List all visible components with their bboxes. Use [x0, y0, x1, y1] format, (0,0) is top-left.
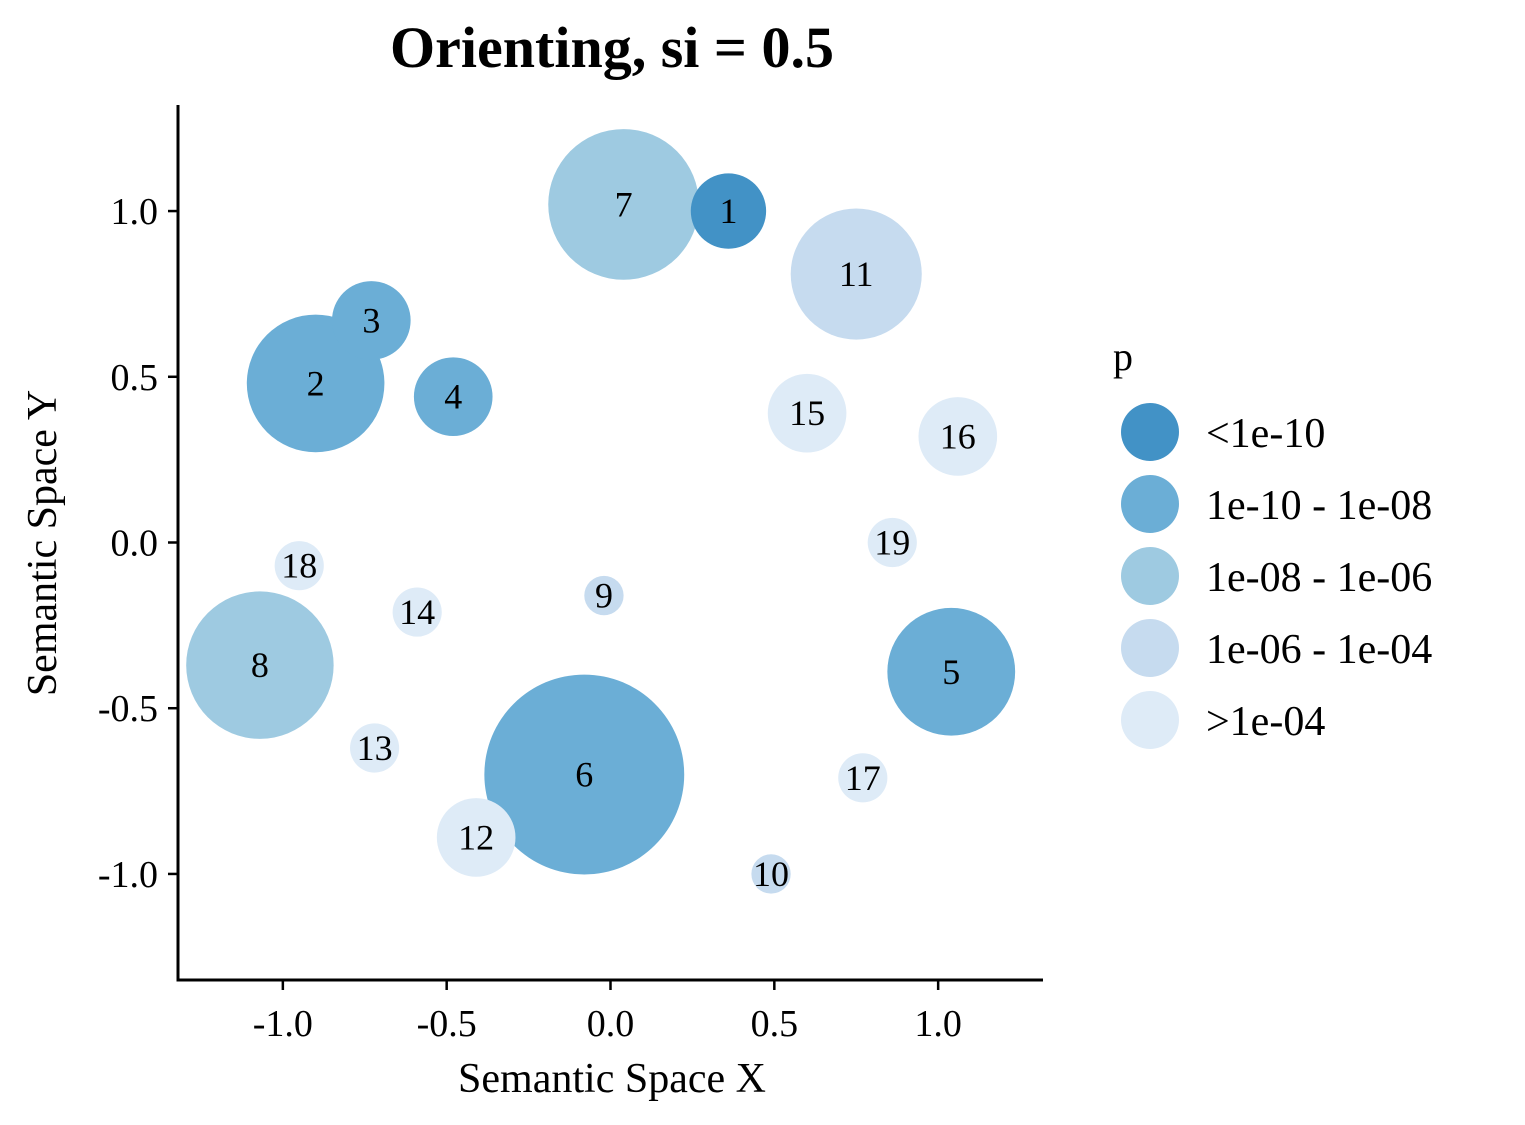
bubble-9	[584, 575, 624, 616]
bubble-label-18: 18	[281, 546, 317, 586]
x-tick-label: 0.5	[751, 1003, 799, 1045]
x-axis-title: Semantic Space X	[458, 1056, 766, 1102]
bubble-label-11: 11	[839, 254, 874, 294]
y-tick-label: -0.5	[98, 688, 158, 730]
bubble-10	[751, 854, 791, 894]
x-tick-label: -1.0	[253, 1003, 313, 1045]
bubble-label-1: 1	[719, 191, 737, 231]
bubble-label-2: 2	[307, 363, 325, 403]
legend-key	[1121, 691, 1179, 749]
bubble-12	[436, 798, 516, 877]
bubble-14	[392, 587, 442, 637]
bubble-1	[690, 173, 767, 249]
legend-title: p	[1113, 334, 1133, 379]
bubble-3	[331, 281, 411, 360]
bubble-label-9: 9	[595, 576, 613, 616]
bubble-label-16: 16	[940, 416, 976, 456]
y-tick-label: 1.0	[111, 191, 159, 233]
bubble-label-15: 15	[789, 393, 825, 433]
bubble-label-10: 10	[753, 854, 789, 894]
legend-label: <1e-10	[1206, 411, 1325, 457]
bubble-label-13: 13	[357, 728, 393, 768]
legend-label: 1e-08 - 1e-06	[1206, 555, 1432, 601]
x-tick-label: 1.0	[914, 1003, 962, 1045]
bubble-label-17: 17	[845, 758, 881, 798]
axes-layer: -1.0 -0.5 0.0 0.5 1.0 -1.0 -0.5 0.0 0.5 1.0	[98, 105, 1043, 1045]
bubble-19	[867, 517, 917, 568]
bubble-16	[918, 397, 998, 476]
bubble-label-7: 7	[615, 184, 633, 224]
bubble-15	[767, 373, 847, 453]
legend: p <1e-10 1e-10 - 1e-08 1e-08 - 1e-06 1e-06 …	[1113, 334, 1432, 749]
bubble-label-5: 5	[942, 652, 960, 692]
y-tick-label: -1.0	[98, 854, 158, 896]
bubble-label-4: 4	[444, 377, 462, 417]
bubble-label-6: 6	[575, 755, 593, 795]
y-tick-label: 0.0	[111, 523, 159, 565]
bubble-8	[186, 591, 334, 739]
legend-label: >1e-04	[1206, 699, 1325, 745]
bubble-label-19: 19	[874, 523, 910, 563]
bubble-label-12: 12	[458, 817, 494, 857]
legend-key	[1121, 619, 1179, 677]
bubble-18	[274, 541, 324, 591]
y-axis-title: Semantic Space Y	[20, 390, 66, 696]
bubble-17	[838, 753, 888, 803]
bubble-5	[887, 607, 1016, 736]
bubble-label-3: 3	[362, 300, 380, 340]
bubbles-layer: 6 7 8 2 11 5 3 4 12 15 16 1 13 14 17 18 19 9 10	[186, 129, 1016, 894]
bubble-7	[548, 129, 699, 280]
legend-key	[1121, 475, 1179, 533]
legend-label: 1e-06 - 1e-04	[1206, 627, 1432, 673]
bubble-13	[350, 723, 400, 773]
bubble-label-8: 8	[251, 645, 269, 685]
x-tick-label: -0.5	[417, 1003, 477, 1045]
y-tick-label: 0.5	[111, 357, 159, 399]
bubble-6	[484, 674, 685, 875]
x-tick-label: 0.0	[587, 1003, 635, 1045]
bubble-11	[790, 208, 922, 340]
bubble-label-14: 14	[399, 592, 435, 632]
legend-label: 1e-10 - 1e-08	[1206, 483, 1432, 529]
chart-title: Orienting, si = 0.5	[390, 15, 834, 80]
legend-key	[1121, 547, 1179, 605]
bubble-4	[413, 357, 493, 436]
legend-key	[1121, 403, 1179, 461]
